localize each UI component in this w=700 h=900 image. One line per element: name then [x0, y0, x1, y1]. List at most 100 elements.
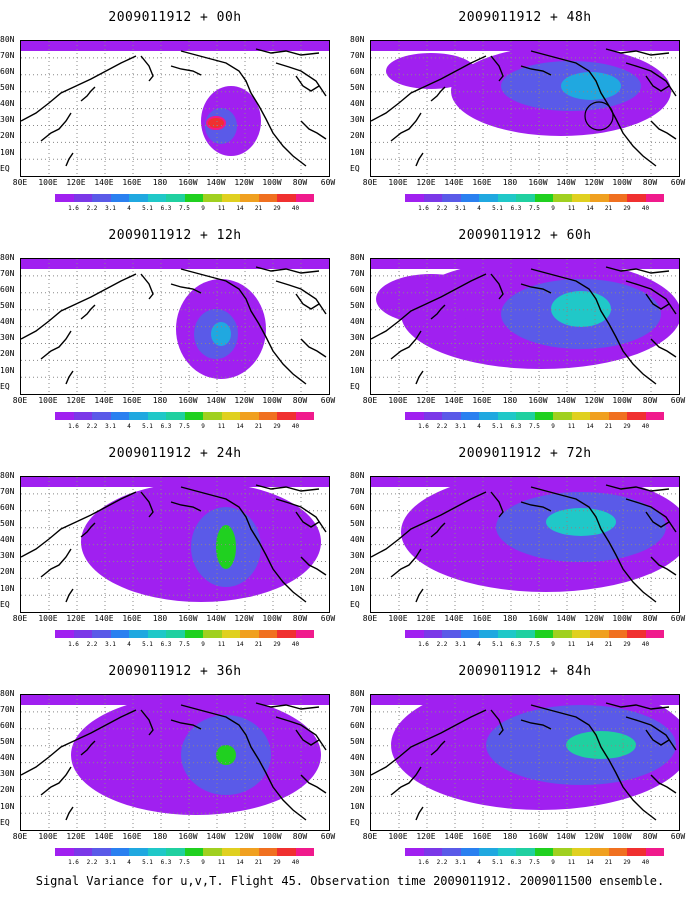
longitude-label: 60W	[320, 614, 336, 623]
latitude-label: 80N	[0, 689, 15, 698]
longitude-label: 100W	[262, 614, 282, 623]
longitude-label: 80E	[362, 832, 378, 841]
colorbar-swatch	[129, 194, 148, 202]
latitude-label: 50N	[350, 301, 365, 311]
longitude-label: 80E	[362, 178, 378, 187]
colorbar-swatch	[590, 412, 609, 420]
coastline	[371, 273, 487, 340]
colorbar-swatch	[92, 194, 111, 202]
longitude-label: 80E	[362, 396, 378, 405]
variance-map	[21, 41, 329, 176]
colorbar-swatch	[460, 630, 479, 638]
longitude-label: 80W	[292, 396, 308, 405]
longitude-label: 120E	[416, 832, 436, 841]
colorbar-swatch	[184, 194, 203, 202]
coastline	[300, 556, 327, 576]
latitude-label: 30N	[350, 769, 365, 779]
colorbar-swatch	[497, 848, 516, 856]
arctic-variance-band	[371, 477, 679, 487]
colorbar-label: 7.5	[179, 423, 190, 430]
longitude-label: 100E	[38, 178, 58, 187]
longitude-label: 180	[502, 832, 518, 841]
latitude-label: 70N	[0, 487, 15, 497]
longitude-label: 160E	[472, 614, 492, 623]
latitude-label: 20N	[0, 349, 15, 359]
colorbar-label: 7.5	[529, 205, 540, 212]
colorbar-label: 2.2	[436, 205, 448, 212]
colorbar-swatch	[258, 194, 277, 202]
longitude-label: 180	[502, 178, 518, 187]
longitude-label: 80W	[292, 832, 308, 841]
longitude-label: 160E	[472, 396, 492, 405]
colorbar-swatch	[92, 412, 111, 420]
colorbar-label: 3.1	[455, 859, 466, 866]
panel-5: 2009011912 + 24h 80N 70N 60N 50N 40N 30N 20N 10…	[0, 436, 350, 658]
colorbar-swatch	[627, 848, 646, 856]
longitude-label: 100E	[38, 614, 58, 623]
colorbar-label: 29	[273, 641, 281, 648]
variance-region	[216, 745, 236, 765]
latitude-label: 30N	[0, 333, 15, 343]
colorbar-swatch	[608, 412, 627, 420]
colorbar-swatch	[166, 194, 185, 202]
colorbar-label: 4	[477, 205, 481, 212]
longitude-label: 140E	[94, 832, 114, 841]
longitude-label: 140E	[94, 614, 114, 623]
colorbar-swatch	[92, 630, 111, 638]
coastline	[430, 86, 446, 102]
latitude-label: 10N	[0, 147, 15, 157]
latitude-label: 80N	[350, 689, 365, 698]
longitude-label: 160W	[528, 614, 548, 623]
coastline	[275, 280, 327, 315]
panel-title: 2009011912 + 60h	[458, 228, 592, 243]
longitude-label: 140W	[556, 614, 576, 623]
longitude-label: 120E	[66, 832, 86, 841]
latitude-label: 50N	[350, 737, 365, 747]
coastline	[625, 62, 677, 97]
colorbar-swatch	[460, 412, 479, 420]
colorbar	[405, 194, 664, 202]
latitude-label: 70N	[350, 487, 365, 497]
colorbar-swatch	[258, 412, 277, 420]
latitude-label: 50N	[0, 737, 15, 747]
colorbar-swatch	[184, 630, 203, 638]
longitude-label: 60W	[670, 178, 686, 187]
colorbar	[405, 630, 664, 638]
coastline	[520, 65, 552, 76]
latitude-label: 30N	[350, 551, 365, 561]
colorbar-swatch	[534, 194, 553, 202]
colorbar-swatch	[147, 630, 166, 638]
latitude-label: 70N	[0, 705, 15, 715]
longitude-label: 100E	[388, 832, 408, 841]
coastline	[650, 556, 677, 576]
colorbar-swatch	[295, 848, 314, 856]
latitude-label: 30N	[0, 769, 15, 779]
latitude-label: 80N	[350, 253, 365, 262]
coastline	[21, 491, 137, 558]
coastline	[21, 55, 137, 122]
longitude-label: 180	[152, 178, 168, 187]
longitude-label: 140W	[206, 178, 226, 187]
latitude-label: 60N	[350, 285, 365, 295]
longitude-label: 100W	[262, 832, 282, 841]
coastline	[415, 370, 424, 385]
colorbar-label: 6.3	[510, 205, 522, 212]
longitude-label: 140W	[206, 614, 226, 623]
coastline	[625, 716, 677, 751]
colorbar-swatch	[129, 412, 148, 420]
colorbar-swatch	[203, 412, 222, 420]
coastline	[80, 304, 96, 320]
latitude-label: 70N	[0, 269, 15, 279]
colorbar-label: 29	[623, 859, 631, 866]
latitude-label: 20N	[350, 567, 365, 577]
arctic-variance-band	[21, 41, 329, 51]
coastline	[520, 719, 552, 730]
latitude-label: EQ	[0, 599, 10, 609]
colorbar-label: 7.5	[529, 859, 540, 866]
colorbar	[405, 412, 664, 420]
longitude-label: 160W	[528, 178, 548, 187]
latitude-label: 30N	[350, 333, 365, 343]
latitude-label: 70N	[350, 705, 365, 715]
colorbar-swatch	[110, 412, 129, 420]
colorbar-label: 3.1	[105, 641, 116, 648]
